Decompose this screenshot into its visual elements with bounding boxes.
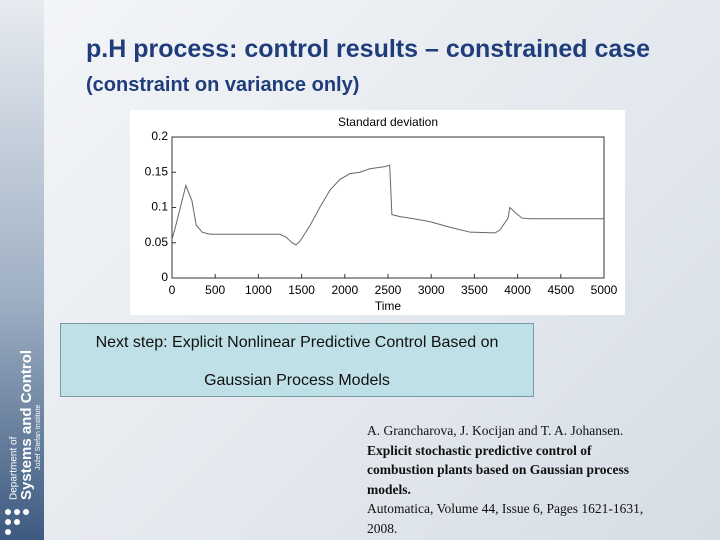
y-tick-label: 0.05: [145, 235, 169, 249]
x-tick-label: 2000: [331, 283, 358, 297]
reference-line: combustion plants based on Gaussian proc…: [367, 462, 629, 477]
slide-title: p.H process: control results – constrain…: [86, 32, 686, 102]
reference: A. Grancharova, J. Kocijan and T. A. Joh…: [367, 421, 707, 538]
logo: Department of Systems and Control Jožef …: [5, 350, 42, 535]
x-tick-label: 0: [169, 283, 176, 297]
chart: Standard deviation Time 0 0.05 0.1 0.15 0.2 0…: [144, 115, 618, 314]
reference-line: models.: [367, 481, 411, 497]
data-line: [171, 164, 604, 246]
x-tick-label: 500: [205, 283, 225, 297]
x-tick-label: 4500: [547, 283, 574, 297]
reference-line: A. Grancharova, J. Kocijan and T. A. Joh…: [367, 423, 624, 438]
chart-title: Standard deviation: [338, 115, 438, 129]
logo-dots: [5, 509, 29, 535]
x-tick-label: 1000: [245, 283, 272, 297]
x-tick-label: 1500: [288, 283, 315, 297]
logo-line: Department of: [9, 436, 20, 500]
plot-frame: [171, 136, 605, 279]
title-sub: (constraint on variance only): [86, 74, 360, 96]
note-line: Gaussian Process Models: [204, 372, 390, 389]
title-main: p.H process: control results – constrain…: [86, 35, 651, 63]
y-tick-label: 0.1: [151, 200, 168, 214]
logo-line: Jožef Stefan Institute: [35, 405, 42, 470]
logo-line: Systems and Control: [18, 350, 35, 500]
y-tick-label: 0.15: [145, 164, 169, 178]
reference-line: Automatica, Volume 44, Issue 6, Pages 16…: [367, 501, 644, 516]
reference-line: 2008.: [367, 520, 398, 536]
x-tick-label: 3000: [418, 283, 445, 297]
note-line: Next step: Explicit Nonlinear Predictive…: [95, 334, 499, 351]
y-tick-label: 0: [161, 270, 168, 284]
x-tick-label: 3500: [461, 283, 488, 297]
y-tick-label: 0.2: [151, 129, 168, 143]
reference-line: Explicit stochastic predictive control o…: [367, 442, 592, 458]
x-tick-label: 5000: [591, 283, 618, 297]
note-box: Next step: Explicit Nonlinear Predictive…: [60, 323, 534, 397]
sidebar: Department of Systems and Control Jožef …: [0, 0, 44, 540]
x-axis-label: Time: [375, 299, 402, 313]
x-tick-label: 4000: [504, 283, 531, 297]
x-tick-label: 2500: [375, 283, 402, 297]
